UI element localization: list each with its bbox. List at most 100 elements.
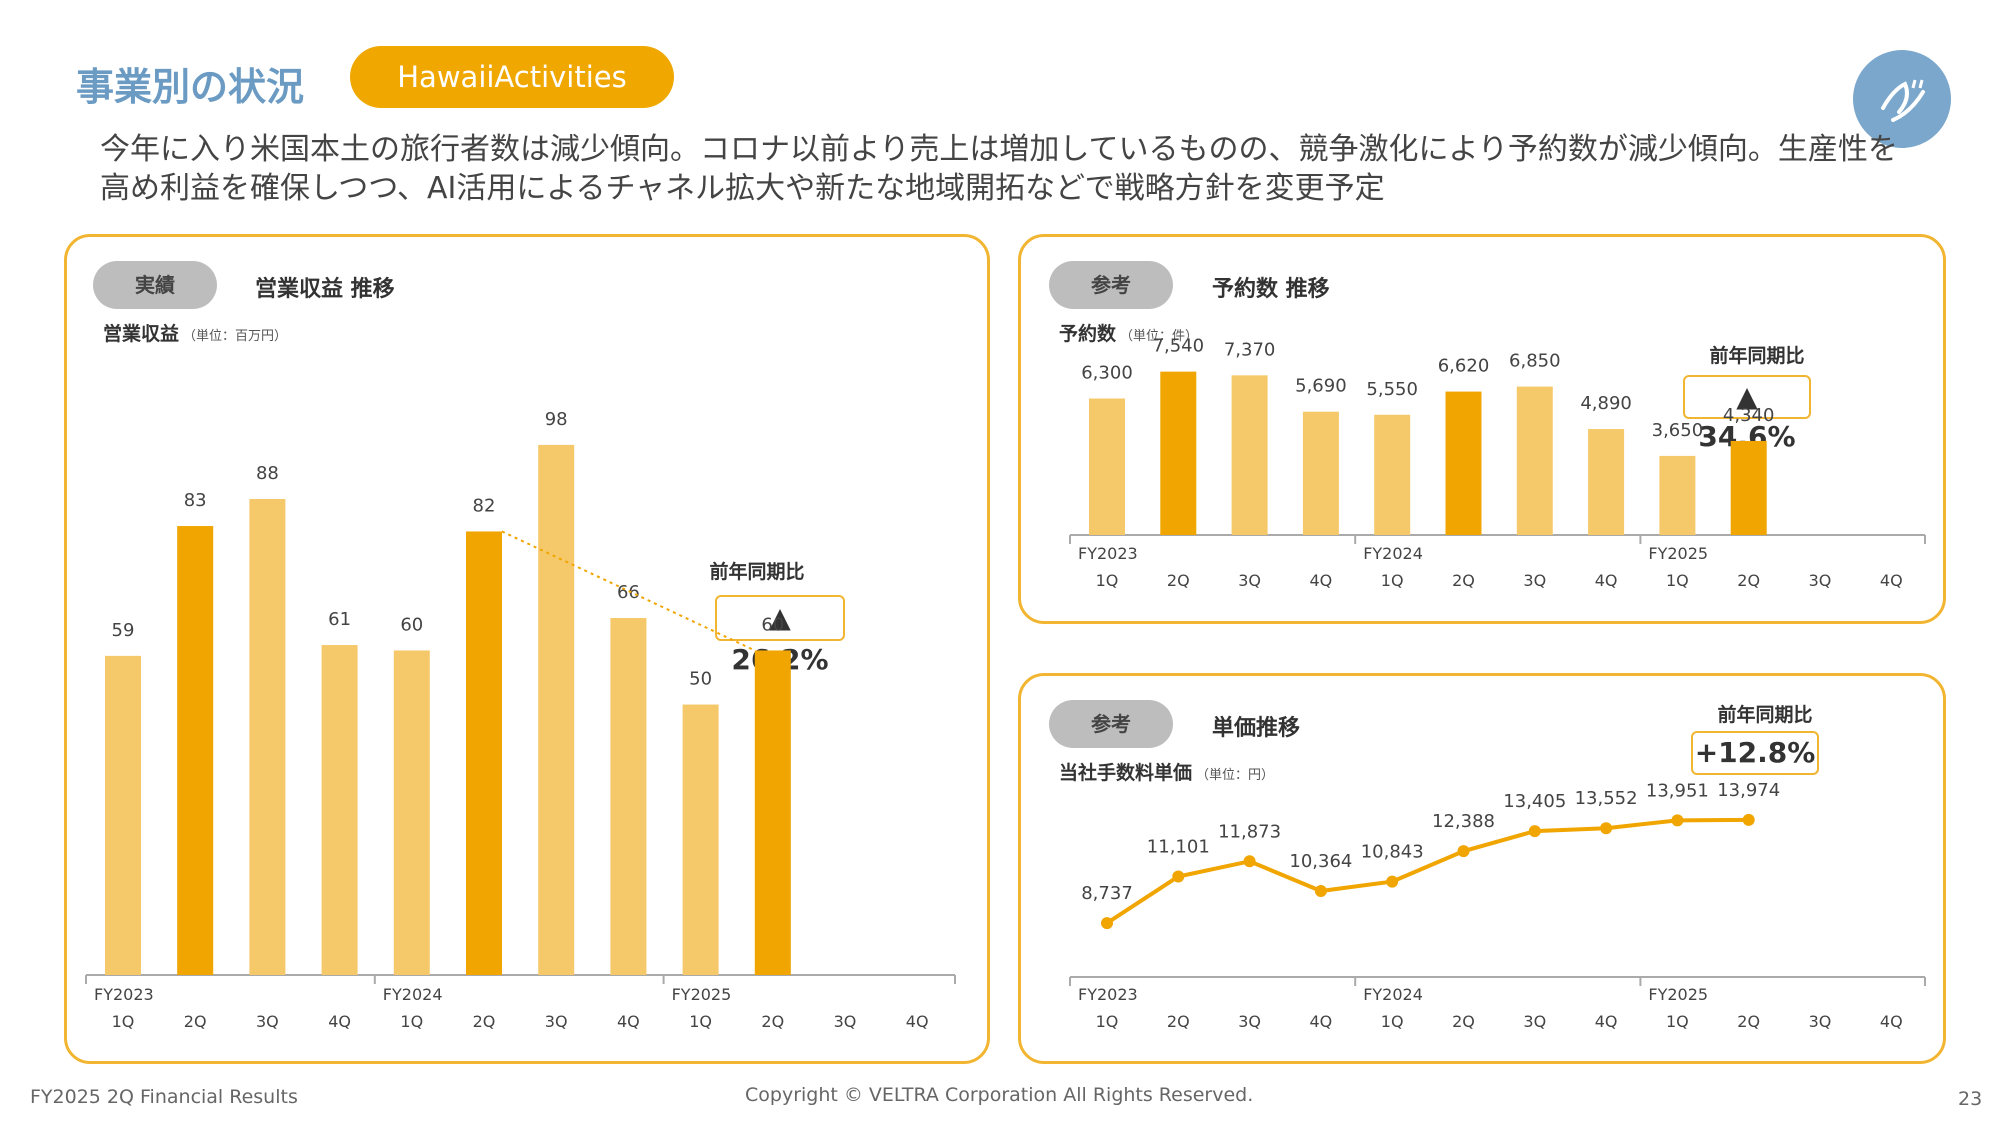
bookings-axis-name: 予約数 — [1059, 323, 1117, 345]
bookings-quarter-label: 3Q — [1238, 571, 1261, 590]
bookings-bar — [1089, 398, 1125, 535]
bookings-bar — [1445, 391, 1482, 535]
bookings-value-label: 4,890 — [1580, 393, 1632, 414]
revenue-axis-label: 営業収益 （単位：百万円） — [103, 319, 287, 346]
reference-badge-price: 参考 — [1049, 700, 1173, 748]
bookings-value-label: 7,370 — [1224, 339, 1276, 360]
bookings-value-label: 3,650 — [1652, 420, 1704, 441]
page-subtitle: 今年に入り米国本土の旅行者数は減少傾向。コロナ以前より売上は増加しているものの、… — [100, 132, 1898, 206]
revenue-value-label: 83 — [184, 490, 207, 511]
revenue-quarter-label: 3Q — [545, 1012, 568, 1031]
business-tag: HawaiiActivities — [350, 46, 674, 108]
revenue-panel-title: 営業収益 推移 — [255, 277, 395, 302]
bookings-quarter-label: 4Q — [1595, 571, 1618, 590]
bookings-fy-label: FY2024 — [1363, 544, 1423, 563]
bookings-yoy-label: 前年同期比 — [1709, 345, 1805, 367]
unit-price-value-label: 10,843 — [1361, 842, 1424, 863]
revenue-fy-label: FY2025 — [672, 985, 732, 1004]
bookings-value-label: 6,300 — [1081, 363, 1133, 384]
revenue-quarter-label: 4Q — [617, 1012, 640, 1031]
unit-price-point — [1528, 825, 1541, 838]
revenue-bar — [249, 499, 286, 975]
revenue-axis-name: 営業収益 — [103, 323, 180, 345]
unit-price-point — [1600, 822, 1613, 835]
bookings-unit: （単位：件） — [1120, 329, 1199, 344]
footer-copyright: Copyright © VELTRA Corporation All Right… — [745, 1084, 1254, 1106]
bookings-quarter-label: 1Q — [1666, 571, 1689, 590]
revenue-quarter-label: 1Q — [400, 1012, 423, 1031]
revenue-value-label: 50 — [689, 669, 712, 690]
bookings-quarter-label: 4Q — [1880, 571, 1903, 590]
unit-price-value-label: 10,364 — [1289, 851, 1352, 872]
revenue-unit: （単位：百万円） — [183, 329, 288, 344]
reference-badge-bookings: 参考 — [1049, 261, 1173, 309]
revenue-quarter-label: 3Q — [834, 1012, 857, 1031]
revenue-quarter-label: 2Q — [761, 1012, 784, 1031]
actual-badge: 実績 — [93, 261, 217, 309]
unit-price-fy-label: FY2025 — [1648, 985, 1708, 1004]
revenue-quarter-label: 4Q — [328, 1012, 351, 1031]
revenue-fy-label: FY2024 — [383, 985, 443, 1004]
unit-price-quarter-label: 3Q — [1238, 1012, 1261, 1031]
revenue-value-label: 59 — [112, 620, 135, 641]
revenue-bar — [538, 444, 575, 976]
revenue-value-label: 66 — [617, 582, 640, 603]
revenue-bar — [610, 618, 647, 975]
footer-page-number: 23 — [1958, 1088, 1983, 1110]
revenue-value-label: 88 — [256, 463, 279, 484]
unit-price-point — [1386, 875, 1399, 888]
unit-price-axis-name: 当社手数料単価 — [1059, 762, 1193, 784]
revenue-quarter-label: 4Q — [906, 1012, 929, 1031]
unit-price-quarter-label: 3Q — [1523, 1012, 1546, 1031]
revenue-quarter-label: 2Q — [473, 1012, 496, 1031]
bookings-value-label: 7,540 — [1153, 336, 1205, 357]
bookings-bar — [1231, 375, 1268, 535]
revenue-value-label: 60 — [761, 614, 784, 635]
bookings-quarter-label: 3Q — [1809, 571, 1832, 590]
unit-price-value-label: 13,552 — [1575, 788, 1638, 809]
unit-price-value-label: 13,974 — [1717, 780, 1780, 801]
bookings-bar — [1588, 429, 1625, 535]
unit-price-quarter-label: 1Q — [1666, 1012, 1689, 1031]
unit-price-series-line — [1105, 817, 1749, 925]
page-title: 事業別の状況 — [76, 65, 305, 109]
bookings-bar — [1659, 455, 1696, 535]
bookings-fy-label: FY2025 — [1648, 544, 1708, 563]
unit-price-axis-label: 当社手数料単価 （単位：円） — [1059, 758, 1274, 785]
revenue-bar — [321, 645, 358, 975]
logo-mark-icon — [1881, 79, 1925, 122]
bookings-value-label: 4,340 — [1723, 405, 1775, 426]
revenue-value-label: 82 — [473, 495, 496, 516]
bookings-quarter-label: 1Q — [1381, 571, 1404, 590]
revenue-quarter-label: 2Q — [184, 1012, 207, 1031]
unit-price-quarter-label: 3Q — [1809, 1012, 1832, 1031]
unit-price-value-label: 13,405 — [1503, 791, 1566, 812]
revenue-yoy-connector — [501, 530, 756, 652]
unit-price-quarter-label: 1Q — [1096, 1012, 1119, 1031]
bookings-value-label: 5,550 — [1366, 379, 1418, 400]
revenue-fy-label: FY2023 — [94, 985, 154, 1004]
unit-price-panel-title: 単価推移 — [1212, 716, 1301, 741]
unit-price-quarter-label: 2Q — [1167, 1012, 1190, 1031]
unit-price-value-label: 12,388 — [1432, 811, 1495, 832]
revenue-bar — [682, 704, 719, 975]
bookings-value-label: 5,690 — [1295, 376, 1347, 397]
bookings-quarter-label: 2Q — [1737, 571, 1760, 590]
unit-price-quarter-label: 4Q — [1880, 1012, 1903, 1031]
bookings-yoy-value: ▲ 34.6% — [1683, 375, 1811, 453]
bookings-bar — [1516, 386, 1553, 535]
unit-price-quarter-label: 1Q — [1381, 1012, 1404, 1031]
revenue-bar — [393, 650, 430, 975]
unit-price-point — [1314, 885, 1327, 898]
bookings-panel: 参考 予約数 推移 予約数 （単位：件） 前年同期比 ▲ 34.6% — [1018, 234, 1946, 624]
unit-price-panel: 参考 単価推移 当社手数料単価 （単位：円） 前年同期比 +12.8% — [1018, 673, 1946, 1064]
unit-price-quarter-label: 4Q — [1310, 1012, 1333, 1031]
revenue-quarter-label: 1Q — [689, 1012, 712, 1031]
unit-price-point — [1101, 917, 1113, 930]
bookings-axis-label: 予約数 （単位：件） — [1059, 319, 1198, 346]
unit-price-point — [1671, 814, 1684, 827]
unit-price-value-label: 11,873 — [1218, 821, 1281, 842]
revenue-bar — [105, 655, 141, 975]
company-logo — [1853, 50, 1951, 148]
